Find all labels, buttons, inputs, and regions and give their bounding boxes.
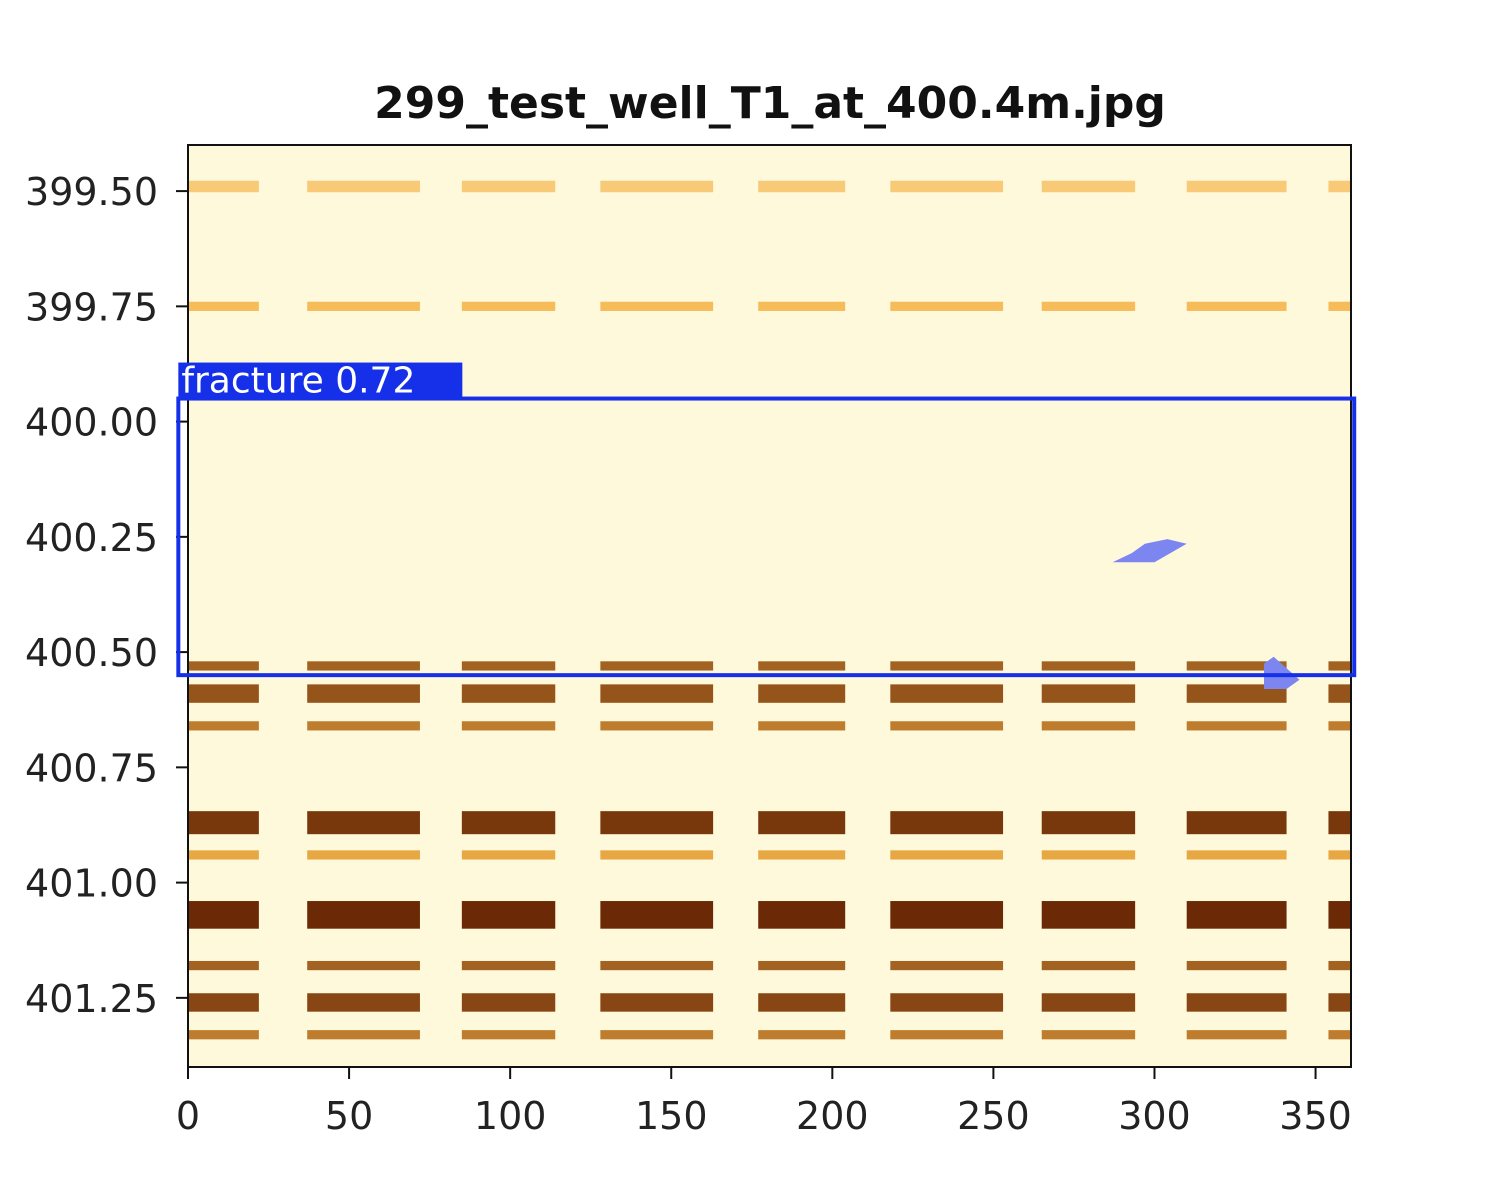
x-tick-label: 100: [474, 1094, 547, 1138]
heatmap-band: [188, 301, 1351, 311]
heatmap-band: [188, 721, 1351, 731]
y-tick-label: 400.50: [25, 631, 158, 675]
plot-area: [188, 145, 1351, 1067]
x-tick-label: 350: [1279, 1094, 1352, 1138]
heatmap-band: [188, 811, 1351, 835]
heatmap-band: [188, 1030, 1351, 1040]
x-tick-label: 50: [325, 1094, 373, 1138]
heatmap-band: [188, 180, 1351, 193]
pad-strip: [555, 145, 601, 1067]
mask-patch: [1264, 656, 1300, 689]
pad-strips-layer: [258, 145, 1329, 1067]
pad-strip: [713, 145, 759, 1067]
heatmap-band: [188, 661, 1351, 671]
mask-patch: [1112, 539, 1187, 563]
x-tick-label: 200: [796, 1094, 869, 1138]
detection-label-bg: [178, 362, 463, 399]
y-tick-label: 401.25: [25, 977, 158, 1021]
pad-strip: [419, 145, 462, 1067]
heatmap-band: [188, 850, 1351, 860]
x-tick-label: 0: [176, 1094, 200, 1138]
pad-strip: [1286, 145, 1329, 1067]
x-tick-label: 300: [1118, 1094, 1191, 1138]
pad-strip: [1003, 145, 1042, 1067]
heatmap-band: [188, 993, 1351, 1012]
y-tick-label: 399.75: [25, 285, 158, 329]
x-tick-label: 150: [635, 1094, 708, 1138]
y-axis: 399.50 399.75 400.00 400.25 400.50 400.75 401.…: [25, 170, 188, 1021]
detection-box: [176, 396, 1357, 678]
pad-strip: [258, 145, 308, 1067]
pad-strip: [1135, 145, 1187, 1067]
heatmap-band: [188, 684, 1351, 703]
x-tick-label: 250: [957, 1094, 1030, 1138]
detection-label: fracture 0.72: [181, 361, 415, 402]
x-axis: 0 50 100 150 200 250 300 350: [176, 1067, 1352, 1138]
plot-frame: [187, 144, 1352, 1068]
y-tick-label: 401.00: [25, 862, 158, 906]
y-tick-label: 399.50: [25, 170, 158, 214]
y-tick-label: 400.75: [25, 746, 158, 790]
pad-strip: [845, 145, 891, 1067]
mask-layer: [1112, 539, 1300, 689]
chart-title: 299_test_well_T1_at_400.4m.jpg: [374, 78, 1166, 129]
y-tick-label: 400.25: [25, 516, 158, 560]
detections-layer: fracture 0.72: [176, 361, 1357, 678]
y-tick-label: 400.00: [25, 401, 158, 445]
heatmap-band: [188, 960, 1351, 971]
